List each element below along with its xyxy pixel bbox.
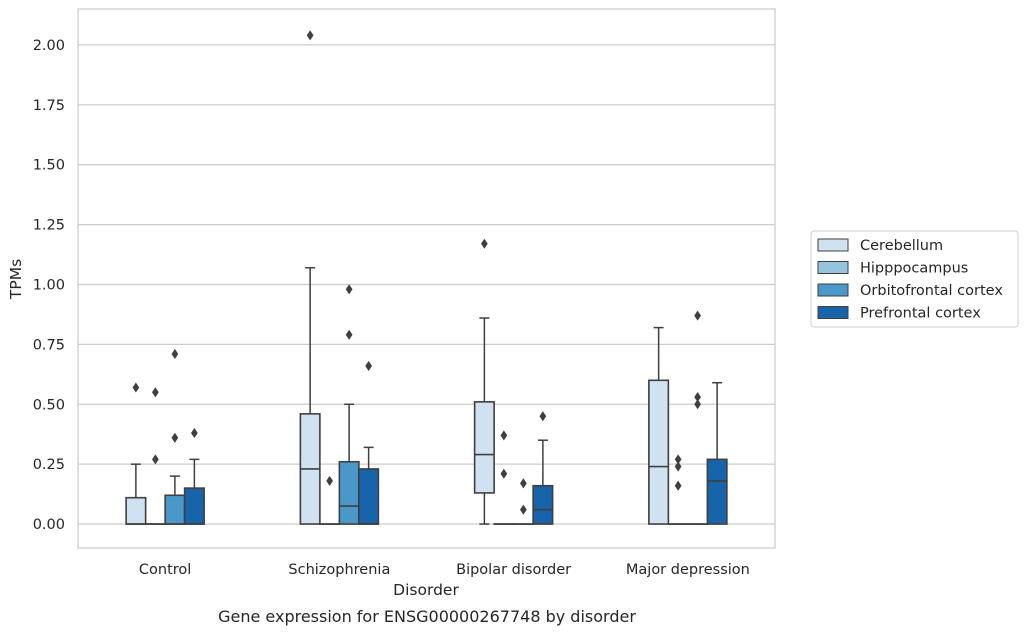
legend-frame	[810, 230, 1019, 328]
box-body	[473, 401, 495, 494]
outlier-point	[520, 478, 527, 489]
outlier-point	[171, 432, 179, 443]
box-1-0	[299, 30, 321, 525]
legend-items: Cerebellum Hipppocampus Orbitofrontal cort…	[817, 238, 1003, 322]
y-tick-label: 0.25	[33, 457, 65, 473]
outlier-point	[345, 329, 353, 340]
legend-swatch	[817, 283, 849, 297]
box-3-2	[687, 310, 709, 525]
x-tick-label: Control	[139, 562, 191, 578]
legend: Cerebellum Hipppocampus Orbitofrontal cort…	[810, 230, 1019, 328]
outlier-point	[500, 430, 508, 441]
outlier-point	[500, 468, 508, 479]
box-body	[358, 468, 380, 525]
outlier-point	[694, 399, 701, 410]
box-2-0	[473, 238, 495, 525]
box-2-3	[532, 411, 554, 525]
y-tick-label: 0.00	[33, 517, 65, 533]
y-tick-label: 1.00	[33, 277, 65, 293]
y-tick-label: 2.00	[33, 38, 65, 54]
box-body	[164, 494, 186, 525]
y-tick-label: 1.50	[33, 158, 65, 174]
box-body	[532, 484, 554, 525]
legend-label: Prefrontal cortex	[860, 306, 981, 322]
outlier-point	[481, 238, 488, 249]
outlier-point	[539, 411, 547, 422]
box-body	[125, 496, 147, 525]
y-tick-label: 0.50	[33, 397, 65, 413]
box-0-0	[125, 382, 147, 525]
outlier-point	[694, 310, 701, 321]
outlier-point	[674, 480, 682, 491]
legend-swatch	[817, 261, 849, 274]
box-0-3	[183, 427, 205, 525]
legend-label: Cerebellum	[860, 238, 943, 254]
outlier-point	[345, 284, 353, 295]
box-body	[648, 379, 670, 525]
box-0-2	[164, 348, 186, 525]
box-3-1	[667, 454, 689, 525]
outlier-point	[152, 454, 159, 465]
outlier-point	[365, 360, 372, 371]
x-tick-label: Bipolar disorder	[456, 562, 571, 578]
y-tick-label: 0.75	[33, 337, 65, 353]
y-tick-labels: 0.00 0.25 0.50 0.75 1.00 1.25 1.50 1.75 2.00	[33, 38, 65, 533]
y-tick-label: 1.75	[33, 98, 65, 114]
legend-label: Orbitofrontal cortex	[860, 283, 1003, 299]
x-axis-label: Disorder	[393, 581, 459, 599]
y-axis-label: TPMs	[7, 259, 25, 300]
outlier-point	[694, 392, 701, 403]
box-1-3	[358, 360, 380, 525]
outlier-point	[520, 504, 527, 515]
x-tick-labels: Control Schizophrenia Bipolar disorder Majo…	[139, 562, 750, 578]
y-tick-label: 1.25	[33, 218, 65, 234]
plot-background	[78, 9, 775, 548]
box-body	[183, 487, 205, 525]
outlier-point	[674, 454, 682, 465]
outlier-point	[674, 461, 682, 472]
box-3-0	[648, 326, 670, 525]
chart-title: Gene expression for ENSG00000267748 by d…	[218, 607, 636, 626]
outlier-point	[152, 387, 159, 398]
plot-frame	[77, 8, 776, 549]
outlier-point	[191, 427, 198, 439]
outlier-point	[326, 475, 333, 486]
box-2-2	[512, 478, 534, 525]
outlier-point	[132, 382, 140, 393]
box-body	[338, 460, 360, 525]
x-tick-label: Schizophrenia	[288, 562, 390, 578]
box-layer	[125, 30, 728, 525]
outlier-point	[306, 30, 314, 41]
legend-swatch	[817, 306, 849, 319]
box-body	[706, 458, 728, 525]
x-tick-label: Major depression	[626, 562, 750, 578]
outlier-point	[171, 348, 179, 359]
legend-label: Hipppocampus	[860, 261, 968, 277]
box-3-3	[706, 381, 728, 525]
legend-swatch	[817, 238, 849, 252]
